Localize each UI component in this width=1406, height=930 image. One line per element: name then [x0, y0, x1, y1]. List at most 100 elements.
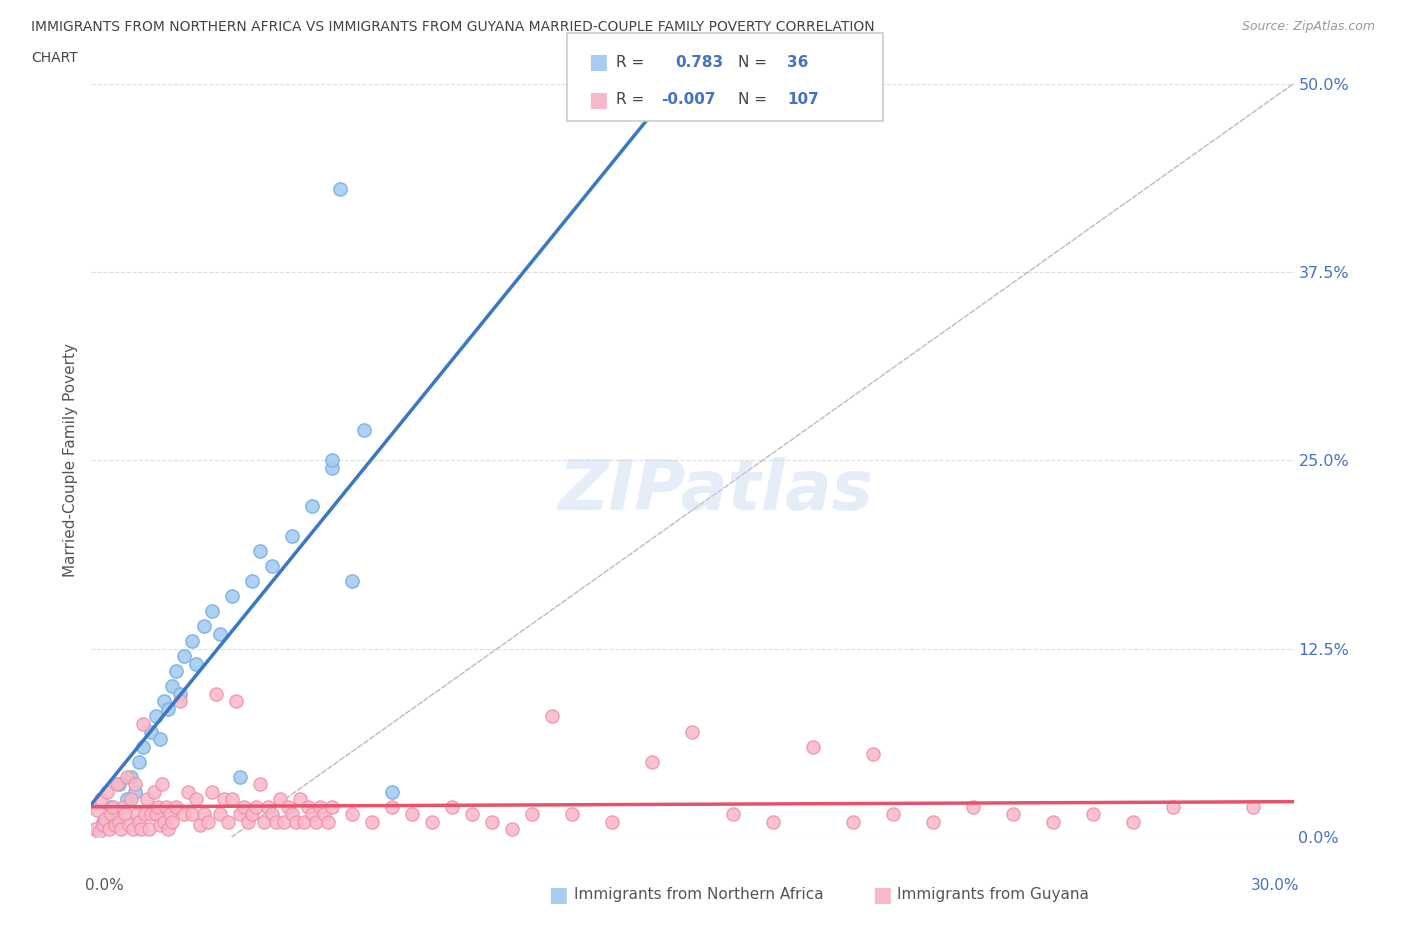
Text: ■: ■ — [548, 884, 568, 905]
Point — [862, 747, 884, 762]
Point — [104, 807, 127, 822]
Point — [193, 618, 215, 633]
Point — [381, 800, 404, 815]
Point — [145, 709, 167, 724]
Point — [131, 822, 153, 837]
Point — [420, 815, 443, 830]
Point — [197, 815, 219, 830]
Point — [132, 739, 155, 754]
Point — [264, 815, 287, 830]
Point — [152, 815, 174, 830]
Point — [520, 807, 543, 822]
Point — [501, 822, 523, 837]
Point — [117, 792, 139, 807]
Point — [108, 777, 131, 791]
Point — [381, 784, 404, 799]
Point — [1083, 807, 1105, 822]
Point — [145, 807, 167, 822]
Point — [240, 574, 263, 589]
Point — [228, 769, 250, 784]
Point — [541, 709, 564, 724]
Point — [173, 807, 195, 822]
Point — [148, 732, 170, 747]
Point — [221, 792, 243, 807]
Point — [84, 822, 107, 837]
Point — [204, 686, 226, 701]
Point — [94, 812, 117, 827]
Point — [124, 784, 146, 799]
Point — [188, 817, 211, 832]
Text: R =: R = — [616, 92, 644, 107]
Text: 36: 36 — [787, 55, 808, 70]
Point — [141, 724, 163, 739]
Point — [208, 807, 231, 822]
Point — [165, 664, 187, 679]
Point — [253, 815, 276, 830]
Point — [461, 807, 484, 822]
Point — [316, 815, 339, 830]
Point — [148, 817, 170, 832]
Point — [100, 800, 122, 815]
Point — [225, 694, 247, 709]
Point — [301, 807, 323, 822]
Point — [112, 800, 135, 815]
Point — [1243, 800, 1265, 815]
Point — [212, 792, 235, 807]
Point — [882, 807, 904, 822]
Point — [221, 589, 243, 604]
Point — [118, 817, 141, 832]
Point — [236, 815, 259, 830]
Point — [1001, 807, 1024, 822]
Text: Source: ZipAtlas.com: Source: ZipAtlas.com — [1241, 20, 1375, 33]
Point — [329, 181, 352, 196]
Point — [1122, 815, 1144, 830]
Point — [681, 724, 703, 739]
Point — [721, 807, 744, 822]
Text: IMMIGRANTS FROM NORTHERN AFRICA VS IMMIGRANTS FROM GUYANA MARRIED-COUPLE FAMILY : IMMIGRANTS FROM NORTHERN AFRICA VS IMMIG… — [31, 20, 875, 34]
Point — [103, 800, 125, 815]
Text: 0.783: 0.783 — [675, 55, 723, 70]
Y-axis label: Married-Couple Family Poverty: Married-Couple Family Poverty — [63, 343, 79, 578]
Point — [176, 784, 198, 799]
Point — [240, 807, 263, 822]
Point — [602, 815, 624, 830]
Point — [108, 815, 131, 830]
Text: ZIPatlas: ZIPatlas — [560, 457, 875, 524]
Point — [922, 815, 945, 830]
Text: Immigrants from Guyana: Immigrants from Guyana — [897, 887, 1088, 902]
Point — [281, 528, 304, 543]
Point — [441, 800, 464, 815]
Text: ■: ■ — [588, 89, 607, 110]
Point — [312, 807, 335, 822]
Point — [89, 825, 111, 840]
Point — [228, 807, 250, 822]
Text: N =: N = — [738, 92, 768, 107]
Point — [128, 754, 150, 769]
Point — [122, 822, 145, 837]
Point — [269, 792, 291, 807]
Point — [90, 792, 112, 807]
Text: 0.0%: 0.0% — [86, 879, 124, 894]
Point — [321, 453, 343, 468]
Text: ■: ■ — [872, 884, 891, 905]
Point — [321, 800, 343, 815]
Point — [142, 784, 165, 799]
Point — [180, 807, 202, 822]
Point — [401, 807, 423, 822]
Point — [305, 815, 328, 830]
Point — [136, 792, 159, 807]
Point — [121, 769, 143, 784]
Point — [762, 815, 785, 830]
Point — [260, 807, 283, 822]
Point — [160, 815, 183, 830]
Point — [353, 423, 375, 438]
Point — [193, 807, 215, 822]
Point — [128, 815, 150, 830]
Text: Immigrants from Northern Africa: Immigrants from Northern Africa — [574, 887, 824, 902]
Point — [340, 574, 363, 589]
Point — [93, 817, 115, 832]
Point — [297, 800, 319, 815]
Point — [141, 807, 163, 822]
Point — [292, 815, 315, 830]
Point — [281, 807, 304, 822]
